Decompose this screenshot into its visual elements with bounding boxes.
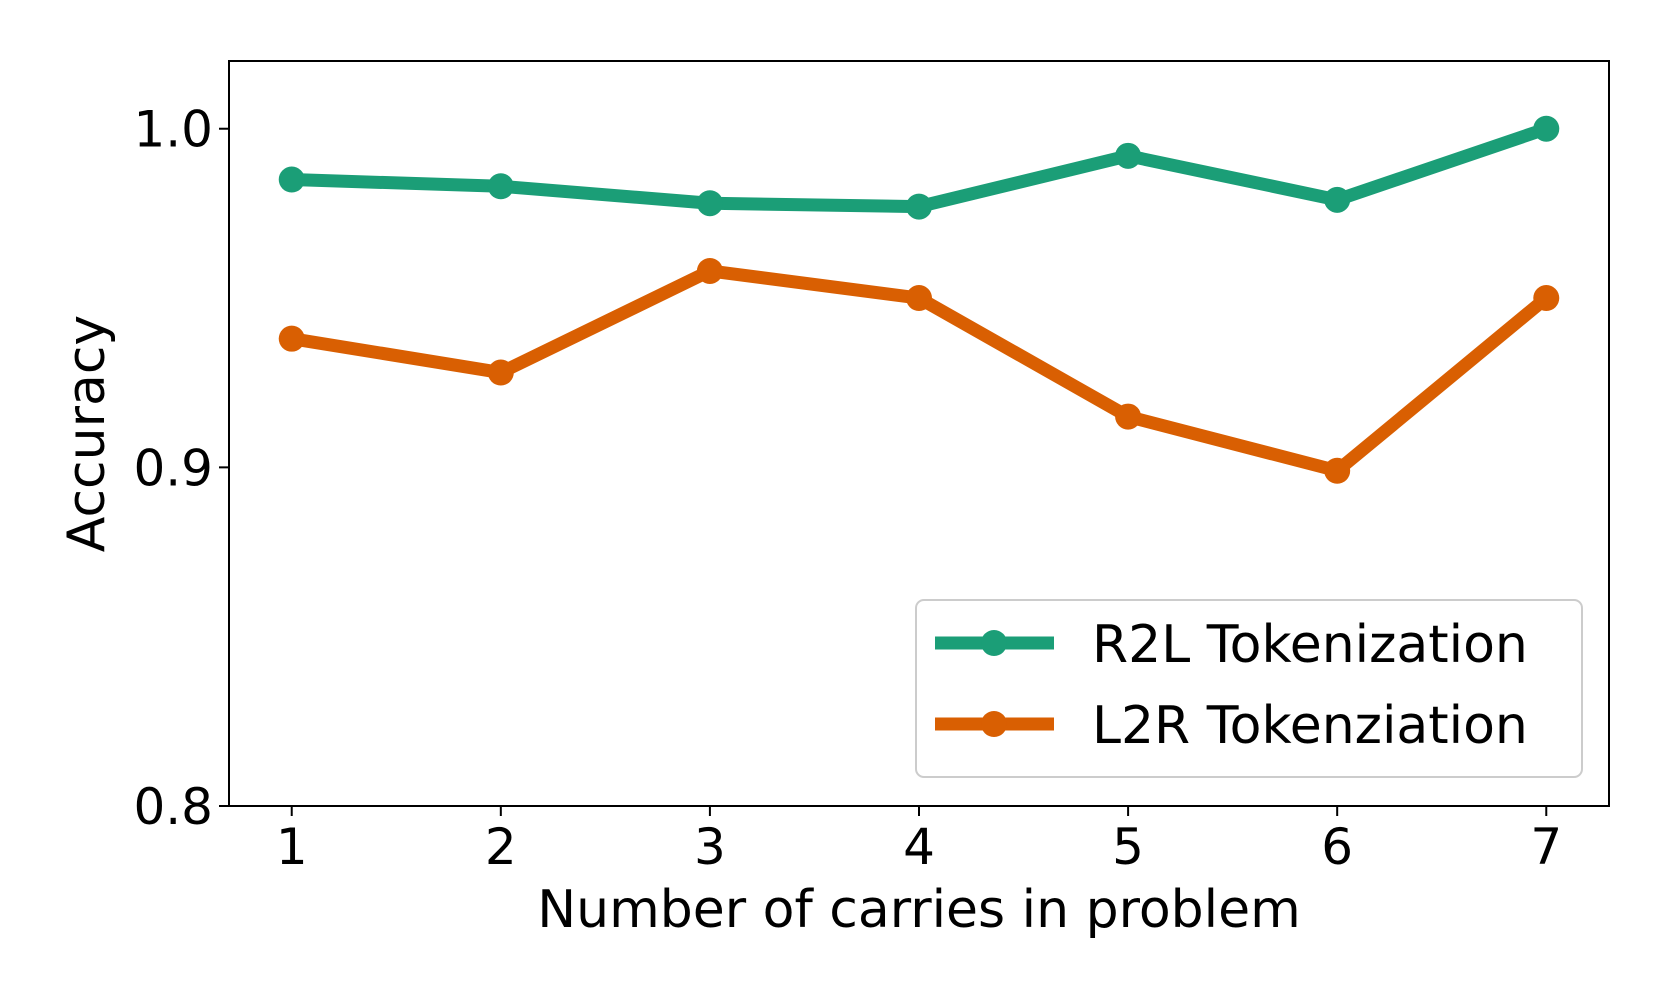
x-tick-label: 1 bbox=[276, 818, 308, 876]
series-2-point bbox=[696, 257, 723, 284]
series-2-point bbox=[1533, 285, 1560, 312]
y-tick-label: 1.0 bbox=[133, 101, 213, 159]
legend: R2L Tokenization L2R Tokenziation bbox=[915, 599, 1583, 778]
legend-box bbox=[915, 599, 1583, 778]
y-tick-label: 0.8 bbox=[133, 778, 213, 836]
y-tick-label: 0.9 bbox=[133, 439, 213, 497]
series-2-point bbox=[906, 285, 932, 312]
series-1-point bbox=[696, 190, 723, 217]
plot-area bbox=[278, 115, 1560, 484]
series-1-point bbox=[906, 193, 932, 220]
x-axis: 1 2 3 4 5 6 7 bbox=[276, 806, 1562, 876]
x-tick-label: 3 bbox=[694, 818, 726, 876]
x-tick-label: 7 bbox=[1530, 818, 1562, 876]
series-1-point bbox=[487, 173, 514, 200]
legend-swatch-marker bbox=[981, 711, 1007, 737]
x-tick-label: 2 bbox=[485, 818, 517, 876]
series-2-point bbox=[278, 325, 305, 352]
x-tick-label: 6 bbox=[1321, 818, 1353, 876]
series-2-point bbox=[1324, 457, 1351, 484]
series-2-point bbox=[1115, 403, 1142, 430]
series-2-point bbox=[487, 359, 514, 386]
legend-label: L2R Tokenziation bbox=[1092, 696, 1528, 756]
series-1-point bbox=[1324, 186, 1351, 213]
series-1-point bbox=[1115, 142, 1142, 169]
y-axis-title: Accuracy bbox=[57, 315, 117, 552]
series-1-point bbox=[278, 166, 305, 193]
legend-swatch-marker bbox=[981, 630, 1007, 656]
x-tick-label: 4 bbox=[903, 818, 935, 876]
x-axis-title: Number of carries in problem bbox=[537, 880, 1301, 940]
legend-label: R2L Tokenization bbox=[1092, 615, 1528, 675]
y-axis: 0.8 0.9 1.0 bbox=[133, 101, 229, 836]
series-1-point bbox=[1533, 115, 1560, 142]
x-tick-label: 5 bbox=[1112, 818, 1144, 876]
